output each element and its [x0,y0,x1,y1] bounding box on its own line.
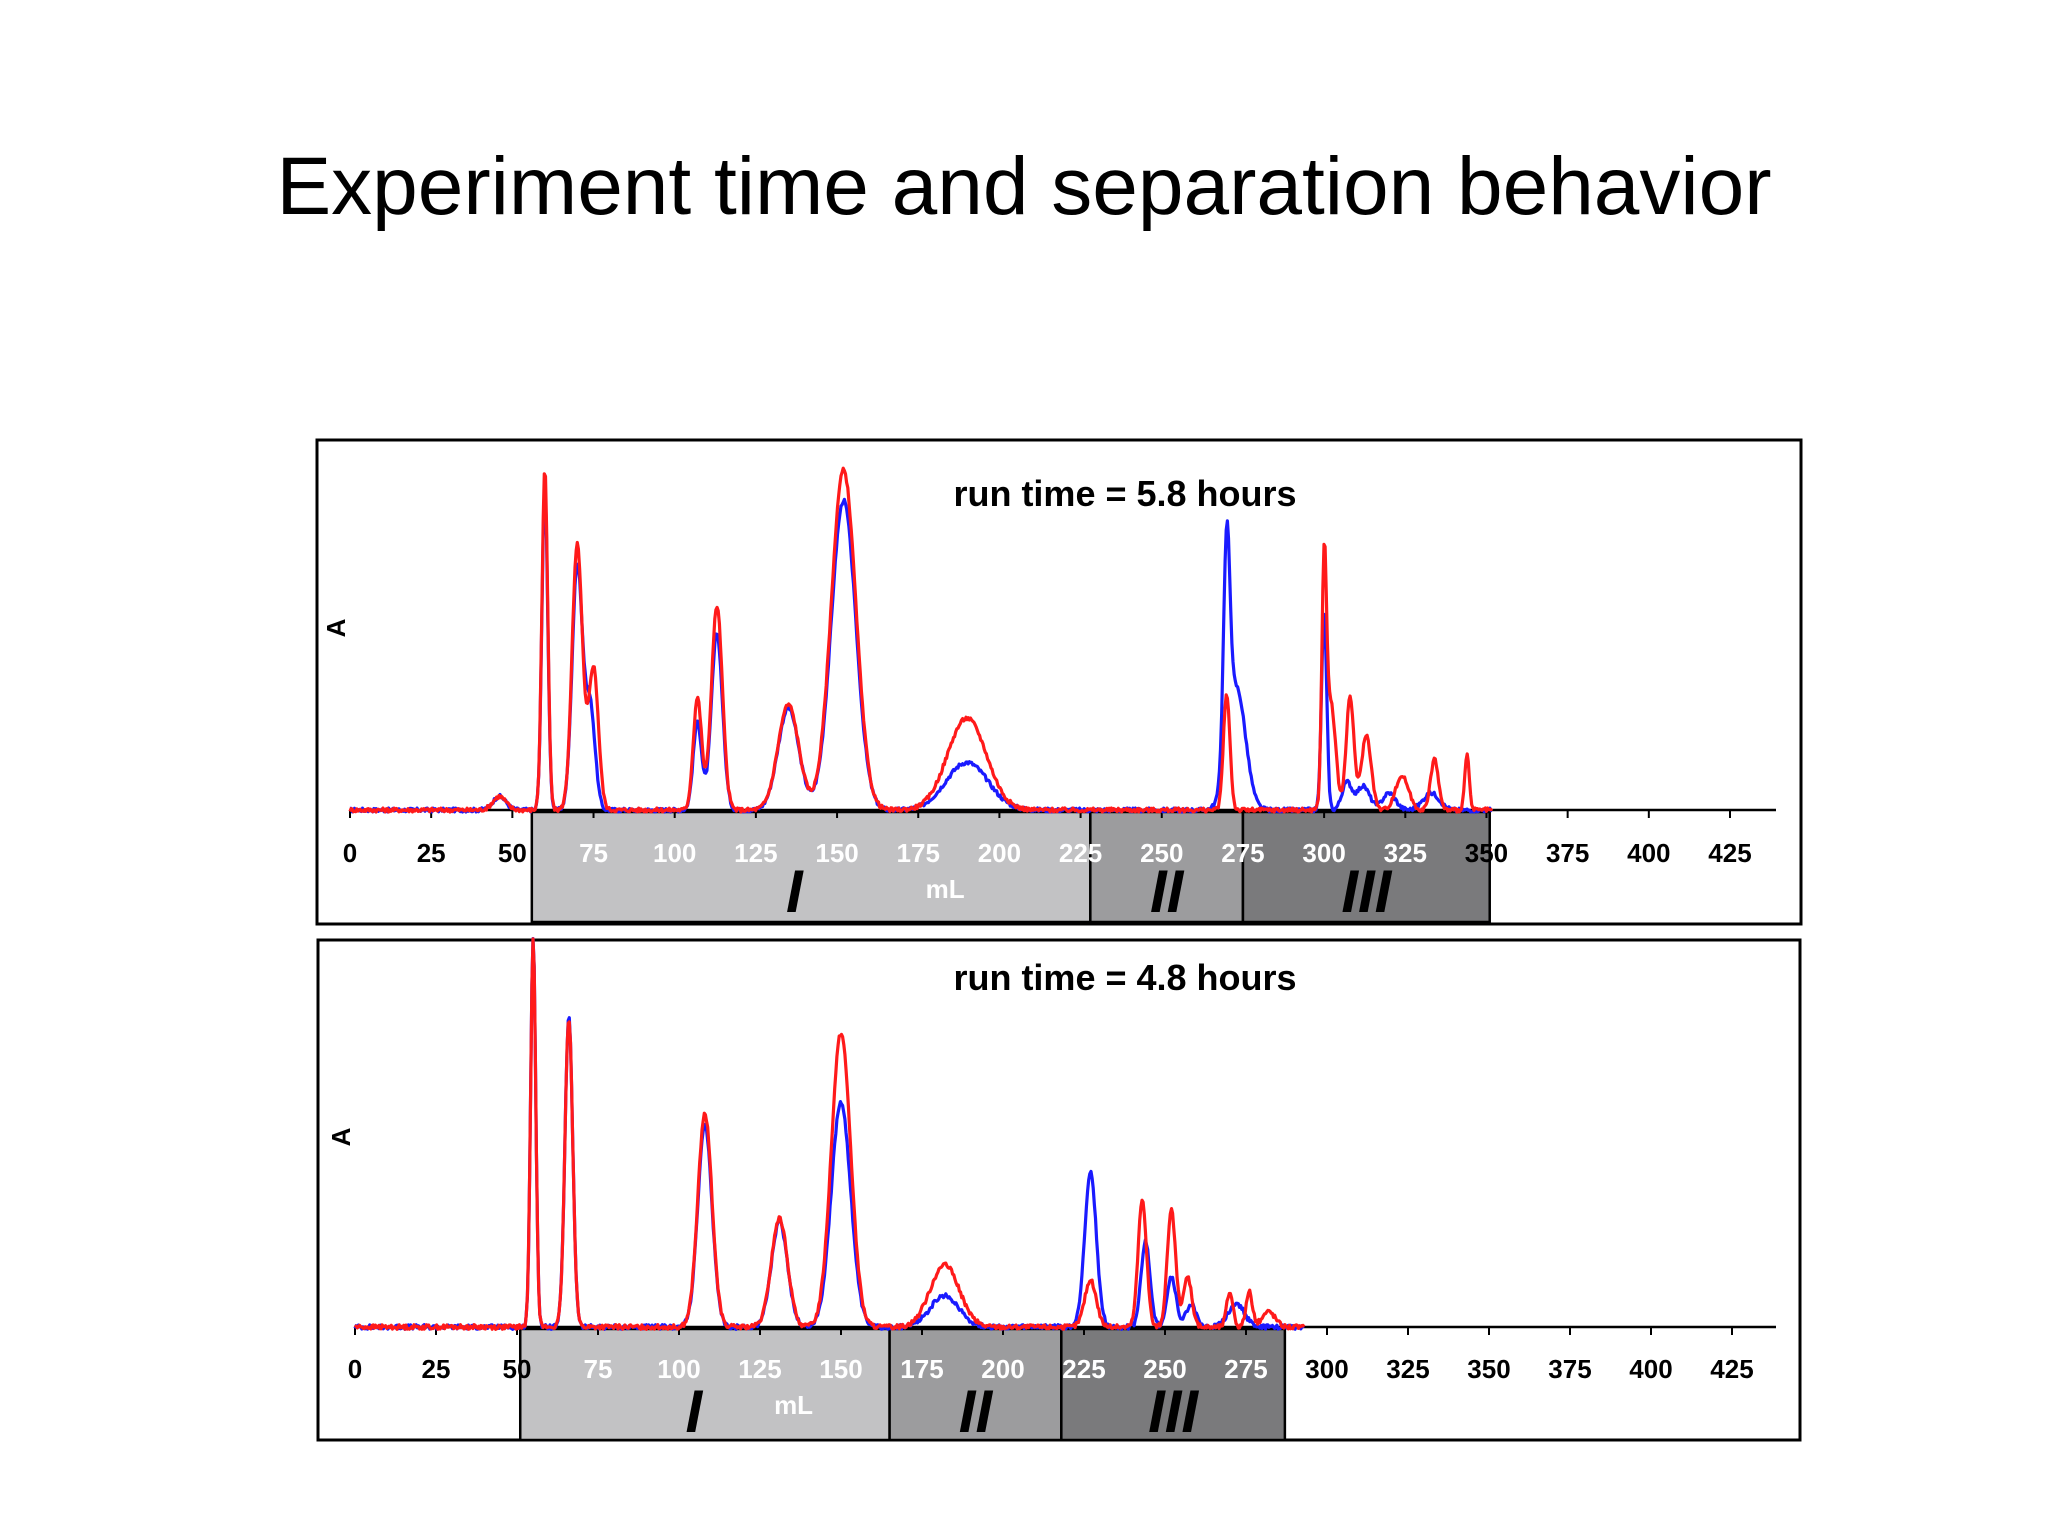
x-tick-label: 175 [897,838,940,868]
x-tick-label: 275 [1224,1354,1267,1384]
region-band-II [888,1327,1063,1442]
region-label-II: II [1150,858,1185,925]
x-tick-label: 375 [1548,1354,1591,1384]
region-band-II [1089,810,1245,924]
x-tick-label: 200 [978,838,1021,868]
x-tick-label: 350 [1465,838,1508,868]
region-label-II: II [959,1378,994,1445]
chart-panel-2: 0 25 50 75 100 125 150 175 200 225 250 275 300 325 350… [316,936,1802,1445]
x-tick-label: 50 [503,1354,532,1384]
slide-title: Experiment time and separation behavior [276,141,1772,232]
region-label-III: III [1341,858,1392,925]
x-tick-label: 150 [815,838,858,868]
region-label-I: I [786,858,804,925]
x-tick-label: 150 [819,1354,862,1384]
x-tick-label: 225 [1059,838,1102,868]
chart-title: run time = 5.8 hours [953,473,1296,514]
x-tick-label: 125 [738,1354,781,1384]
x-tick-label: 400 [1629,1354,1672,1384]
chart-panel-1: 0 25 50 75 100 125 150 175 200 225 250 275 300 325 350… [315,438,1803,926]
x-tick-label: 250 [1143,1354,1186,1384]
series-line-red [353,937,1306,1331]
x-tick-label: 75 [584,1354,613,1384]
x-tick-label: 250 [1140,838,1183,868]
x-tick-label: 300 [1305,1354,1348,1384]
x-tick-label: 0 [343,838,357,868]
x-tick-label: 325 [1386,1354,1429,1384]
x-tick-label: 25 [422,1354,451,1384]
y-axis-title: A [321,618,351,637]
region-label-III: III [1148,1378,1199,1445]
region-label-I: I [686,1378,704,1445]
region-band-III [1060,1327,1287,1442]
x-tick-label: 125 [734,838,777,868]
y-axis-title: A [326,1127,356,1146]
x-tick-label: 325 [1384,838,1427,868]
series-line-red [348,466,1494,814]
x-tick-label: 425 [1710,1354,1753,1384]
x-tick-label: 400 [1627,838,1670,868]
x-tick-label: 50 [498,838,527,868]
chart-title: run time = 4.8 hours [953,957,1296,998]
x-tick-label: 100 [657,1354,700,1384]
x-tick-label: 225 [1062,1354,1105,1384]
x-tick-label: 200 [981,1354,1024,1384]
x-tick-label: 0 [348,1354,362,1384]
x-axis-title: mL [774,1390,813,1420]
x-tick-label: 175 [900,1354,943,1384]
x-tick-label: 425 [1708,838,1751,868]
x-tick-label: 275 [1221,838,1264,868]
region-band-I [530,810,1092,924]
region-band-III [1241,810,1491,924]
x-axis-title: mL [926,874,965,904]
region-band-I [518,1327,891,1442]
x-tick-label: 25 [417,838,446,868]
x-tick-label: 75 [579,838,608,868]
x-tick-label: 375 [1546,838,1589,868]
x-tick-label: 100 [653,838,696,868]
x-tick-label: 300 [1302,838,1345,868]
x-tick-label: 350 [1467,1354,1510,1384]
